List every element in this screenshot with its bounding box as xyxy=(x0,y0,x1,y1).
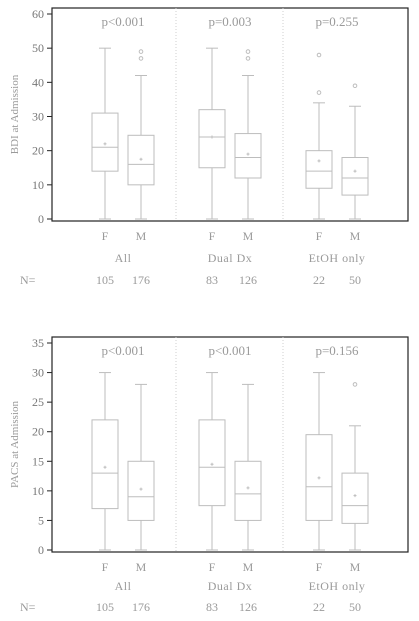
box-iqr xyxy=(305,434,333,521)
box-all-m xyxy=(127,383,155,551)
box-all-f xyxy=(91,47,119,220)
box-iqr xyxy=(127,134,155,186)
box-iqr xyxy=(341,157,369,196)
group-label: All xyxy=(115,579,132,593)
box-etoh-only-f xyxy=(305,52,333,220)
y-tick-label: 20 xyxy=(32,144,44,158)
x-category-label: F xyxy=(102,229,109,243)
box-iqr xyxy=(305,150,333,189)
group-label: Dual Dx xyxy=(208,579,253,593)
y-tick-label: 60 xyxy=(32,7,44,21)
n-value: 126 xyxy=(239,273,257,287)
x-category-label: M xyxy=(350,560,361,574)
x-category-label: M xyxy=(243,229,254,243)
y-tick-label: 50 xyxy=(32,41,44,55)
box-dual-dx-f xyxy=(198,47,226,220)
p-value-label: p=0.156 xyxy=(315,343,359,358)
box-etoh-only-m xyxy=(341,83,369,220)
box-dual-dx-m xyxy=(234,383,262,551)
y-tick-label: 5 xyxy=(38,513,44,527)
box-dual-dx-m xyxy=(234,49,262,220)
n-value: 50 xyxy=(349,273,361,287)
box-iqr xyxy=(341,472,369,524)
y-tick-label: 15 xyxy=(32,454,44,468)
n-value: 105 xyxy=(96,273,114,287)
p-value-label: p<0.001 xyxy=(101,343,144,358)
box-iqr xyxy=(127,460,155,521)
x-category-label: F xyxy=(316,229,323,243)
outlier-point xyxy=(316,90,322,95)
outlier-point xyxy=(316,52,322,58)
box-etoh-only-f xyxy=(305,372,333,551)
box-etoh-only-m xyxy=(341,382,369,551)
n-value: 83 xyxy=(206,600,218,614)
x-category-label: M xyxy=(136,229,147,243)
y-tick-label: 25 xyxy=(32,395,44,409)
box-iqr xyxy=(91,419,119,510)
chart-panel-2: 0 5 10 15 20 25 30 35 PACS at Admission p<0.001 p<… xyxy=(9,336,409,614)
x-category-label: F xyxy=(102,560,109,574)
n-value: 83 xyxy=(206,273,218,287)
box-iqr xyxy=(234,460,262,521)
y-tick-label: 10 xyxy=(32,484,44,498)
outlier-point xyxy=(138,49,144,54)
outlier-point xyxy=(352,83,358,89)
y-tick-label: 30 xyxy=(32,110,44,124)
n-value: 22 xyxy=(313,273,325,287)
chart-panel-1: 0 10 20 30 40 50 60 BDI at Admission p<0.001 p=0.… xyxy=(9,7,409,287)
x-category-label: M xyxy=(243,560,254,574)
box-all-m xyxy=(127,49,155,220)
x-category-label: F xyxy=(316,560,323,574)
n-value: 105 xyxy=(96,600,114,614)
n-value: 50 xyxy=(349,600,361,614)
plot-frame xyxy=(51,336,409,553)
p-value-label: p<0.001 xyxy=(101,14,144,29)
n-value: 176 xyxy=(132,273,150,287)
n-label: N= xyxy=(20,600,36,614)
box-iqr xyxy=(234,133,262,179)
group-label: Dual Dx xyxy=(208,251,253,265)
y-axis-label: BDI at Admission xyxy=(9,74,21,154)
p-value-label: p<0.001 xyxy=(208,343,251,358)
y-tick-label: 10 xyxy=(32,178,44,192)
y-tick-label: 40 xyxy=(32,75,44,89)
x-category-label: F xyxy=(209,560,216,574)
box-all-f xyxy=(91,372,119,551)
p-value-label: p=0.255 xyxy=(315,14,358,29)
p-value-label: p=0.003 xyxy=(208,14,251,29)
x-category-label: M xyxy=(136,560,147,574)
y-tick-label: 20 xyxy=(32,425,44,439)
group-label: EtOH only xyxy=(309,251,366,265)
box-iqr xyxy=(198,109,226,169)
box-iqr xyxy=(198,419,226,507)
n-value: 176 xyxy=(132,600,150,614)
group-label: EtOH only xyxy=(309,579,366,593)
y-tick-label: 30 xyxy=(32,366,44,380)
plot-frame xyxy=(51,7,409,222)
box-iqr xyxy=(91,112,119,172)
y-tick-label: 35 xyxy=(32,336,44,350)
box-dual-dx-f xyxy=(198,372,226,551)
n-value: 22 xyxy=(313,600,325,614)
outlier-point xyxy=(138,56,144,61)
outlier-point xyxy=(245,49,251,54)
x-category-label: F xyxy=(209,229,216,243)
group-label: All xyxy=(115,251,132,265)
n-label: N= xyxy=(20,273,36,287)
y-axis-label: PACS at Admission xyxy=(9,400,21,488)
outlier-point xyxy=(245,56,251,61)
outlier-point xyxy=(352,382,358,387)
x-category-label: M xyxy=(350,229,361,243)
y-tick-label: 0 xyxy=(38,543,44,557)
n-value: 126 xyxy=(239,600,257,614)
y-tick-label: 0 xyxy=(38,212,44,226)
